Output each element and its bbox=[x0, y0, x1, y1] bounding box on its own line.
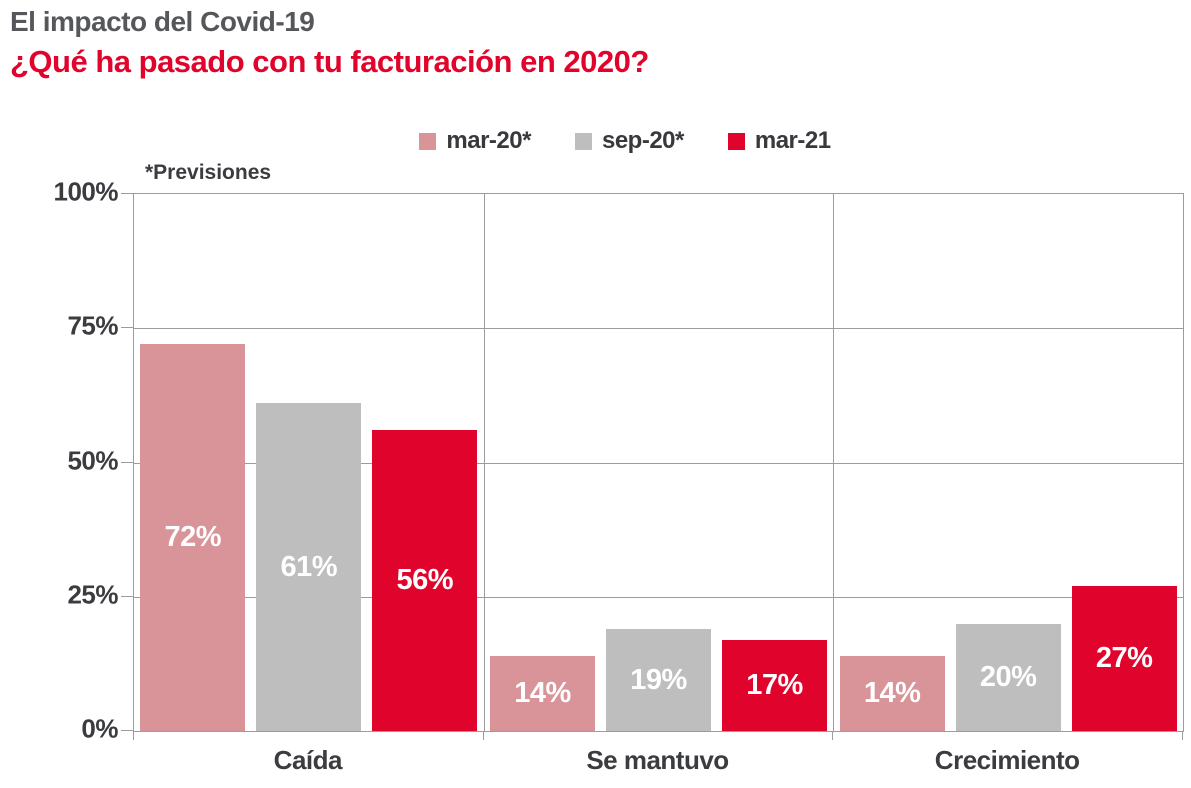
y-axis-label: 25% bbox=[67, 579, 118, 610]
bar-value-label: 17% bbox=[746, 669, 803, 701]
bar-sep20: 20% bbox=[955, 624, 1061, 731]
bar-mar20: 14% bbox=[839, 656, 945, 731]
bar-value-label: 72% bbox=[164, 521, 222, 553]
bar-mar21: 27% bbox=[1071, 586, 1177, 731]
y-axis-tick bbox=[121, 461, 133, 463]
bar-value-label: 20% bbox=[979, 661, 1037, 693]
gridline-25 bbox=[134, 596, 1183, 598]
bar-value-label: 14% bbox=[863, 677, 921, 709]
x-axis-labels: Caída Se mantuvo Crecimiento bbox=[133, 745, 1182, 776]
group-divider-2 bbox=[833, 194, 835, 731]
legend-label: mar-21 bbox=[754, 127, 831, 154]
bar-group-crecimiento: 14% 20% 27% bbox=[833, 194, 1183, 731]
bar-mar20: 14% bbox=[490, 656, 595, 731]
plot-area: 72% 61% 56% 14% 19% 17% 14% 20% 27% bbox=[133, 193, 1184, 732]
bar-value-label: 14% bbox=[514, 677, 571, 709]
bar-groups: 72% 61% 56% 14% 19% 17% 14% 20% 27% bbox=[134, 194, 1183, 731]
y-axis-label: 100% bbox=[53, 176, 119, 207]
x-axis-tick bbox=[133, 731, 134, 740]
bar-mar21: 56% bbox=[372, 430, 478, 731]
y-axis-label: 75% bbox=[67, 310, 118, 341]
x-axis-tick bbox=[1182, 731, 1183, 740]
bar-sep20: 61% bbox=[256, 403, 362, 731]
bar-mar21: 17% bbox=[722, 640, 827, 731]
bar-mar20: 72% bbox=[140, 344, 246, 731]
y-axis-tick bbox=[121, 595, 133, 597]
legend-label: sep-20* bbox=[601, 127, 684, 154]
bar-group-ca-da: 72% 61% 56% bbox=[134, 194, 484, 731]
y-axis-tick bbox=[121, 730, 133, 731]
legend-swatch-icon bbox=[574, 132, 592, 150]
category-label-se-mantuvo: Se mantuvo bbox=[586, 745, 729, 775]
legend-label: mar-20* bbox=[446, 127, 531, 154]
category-label-crecimiento: Crecimiento bbox=[934, 745, 1080, 775]
gridline-50 bbox=[134, 462, 1183, 464]
y-axis-label: 0% bbox=[81, 713, 118, 744]
bar-value-label: 61% bbox=[280, 550, 338, 583]
gridline-75 bbox=[134, 328, 1183, 330]
bar-value-label: 19% bbox=[630, 663, 687, 696]
footnote-previsiones: *Previsiones bbox=[145, 161, 272, 184]
y-axis-tick bbox=[121, 327, 133, 329]
legend-item-mar20: mar-20* bbox=[419, 127, 531, 155]
legend-item-sep20: sep-20* bbox=[574, 127, 684, 155]
bar-sep20: 19% bbox=[606, 629, 711, 731]
legend-item-mar21: mar-21 bbox=[727, 127, 831, 155]
x-axis-tick bbox=[482, 731, 484, 740]
legend-swatch-icon bbox=[419, 132, 437, 150]
x-axis-tick bbox=[832, 731, 834, 740]
chart-title: ¿Qué ha pasado con tu facturación en 202… bbox=[10, 44, 649, 79]
group-divider-1 bbox=[483, 194, 485, 731]
bar-group-se-mantuvo: 14% 19% 17% bbox=[484, 194, 834, 731]
chart-kicker: El impacto del Covid-19 bbox=[10, 6, 315, 37]
legend-swatch-icon bbox=[727, 132, 745, 150]
legend: mar-20* sep-20* mar-21 bbox=[100, 127, 1150, 155]
bar-value-label: 56% bbox=[396, 564, 454, 596]
category-label-ca-da: Caída bbox=[273, 745, 343, 775]
y-axis-label: 50% bbox=[67, 445, 118, 476]
y-axis-tick bbox=[121, 193, 133, 194]
bar-value-label: 27% bbox=[1095, 642, 1153, 674]
